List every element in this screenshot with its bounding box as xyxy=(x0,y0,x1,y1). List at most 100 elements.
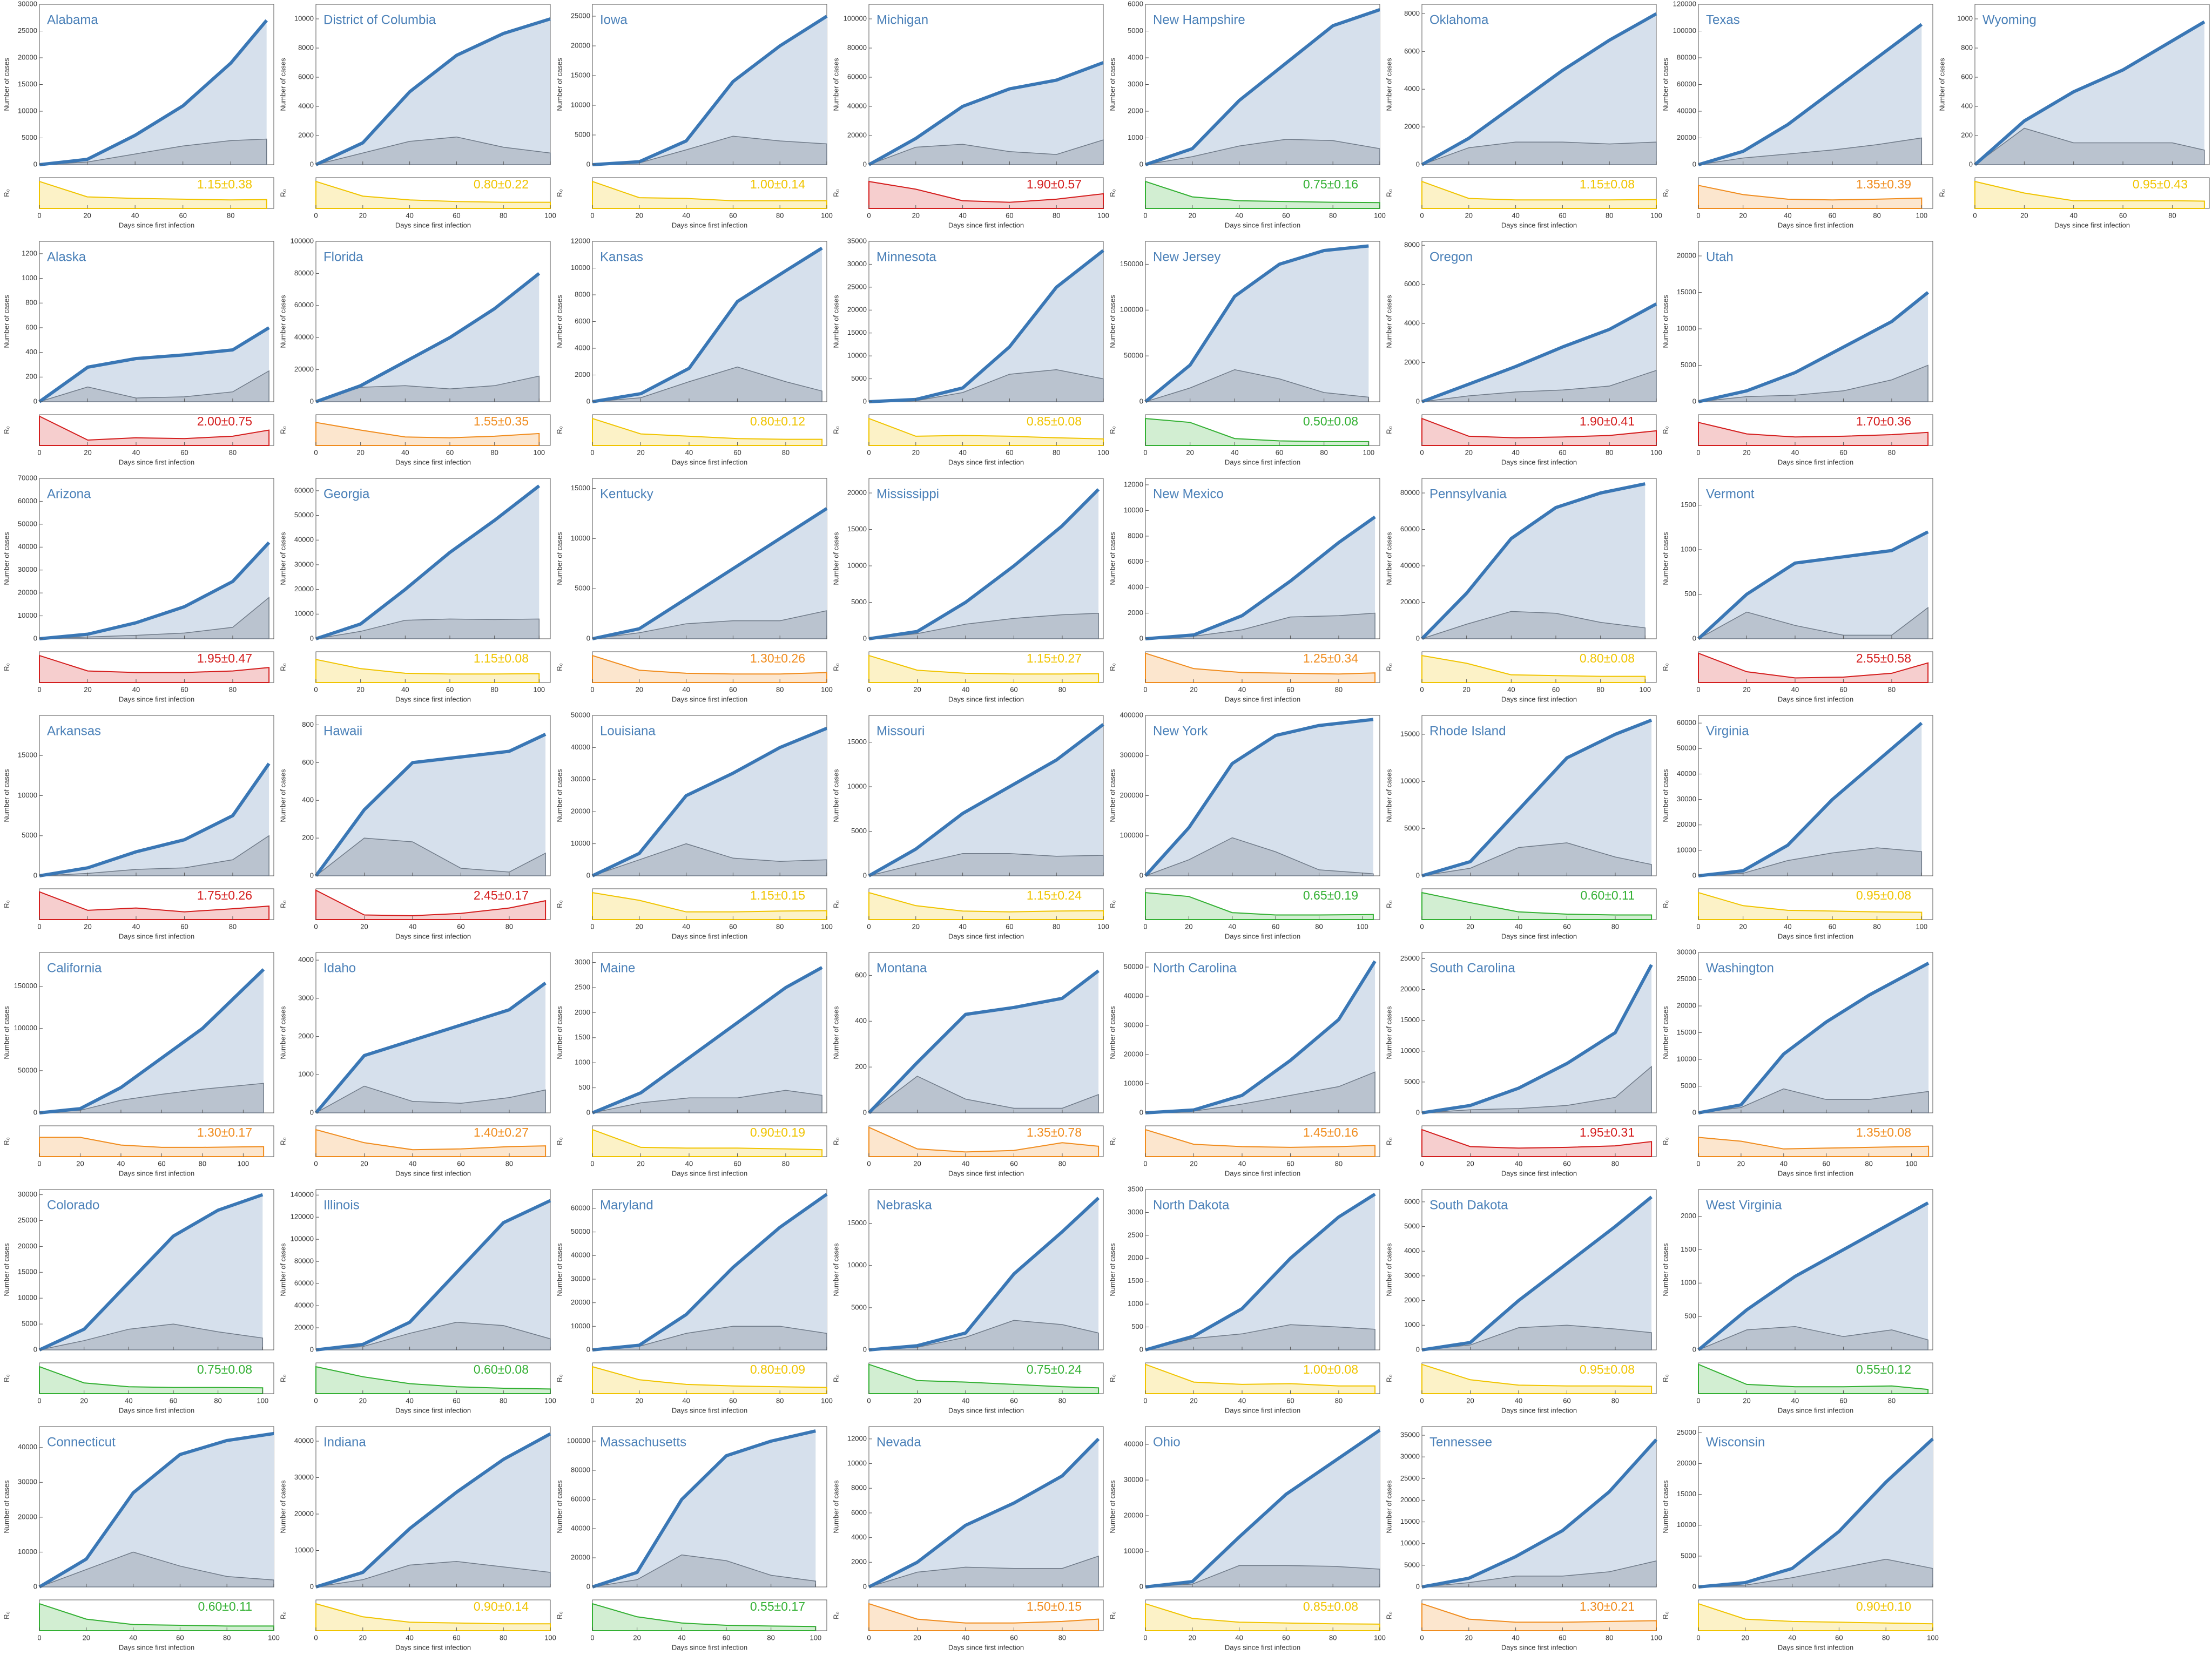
cases-line xyxy=(592,15,828,166)
r0-axis-label: R₀ xyxy=(555,1611,563,1619)
x-tick-label: 100 xyxy=(238,1159,249,1167)
y-tick-label: 30000 xyxy=(571,1274,590,1282)
x-tick-label: 60 xyxy=(453,1396,460,1404)
x-tick-label: 40 xyxy=(132,922,140,930)
cases-area xyxy=(39,1194,263,1350)
x-tick-label: 0 xyxy=(1696,922,1700,930)
r0-axis-label: R₀ xyxy=(555,663,563,671)
x-tick-label: 20 xyxy=(636,211,643,219)
x-tick-label: 0 xyxy=(1143,1396,1147,1404)
x-tick-label: 80 xyxy=(505,1159,513,1167)
y-tick-label: 50000 xyxy=(571,1227,590,1235)
y-tick-label: 2500 xyxy=(1128,1231,1143,1239)
chart-title: Alabama xyxy=(47,12,98,27)
y-axis-label: Number of cases xyxy=(279,295,287,348)
chart-title: Maryland xyxy=(600,1198,653,1212)
r0-label: 1.30±0.21 xyxy=(1580,1599,1635,1613)
y-tick-label: 1500 xyxy=(1681,501,1696,509)
x-axis-label: Days since first infection xyxy=(1225,695,1300,703)
cases-line xyxy=(1145,8,1380,166)
chart-title: Louisiana xyxy=(600,724,656,738)
daily-area xyxy=(315,1085,546,1113)
chart-title: South Carolina xyxy=(1429,961,1515,975)
x-tick-label: 80 xyxy=(1053,211,1060,219)
x-tick-label: 0 xyxy=(867,448,871,456)
r0-axis-label: R₀ xyxy=(1385,900,1393,908)
x-tick-label: 80 xyxy=(1058,685,1066,693)
chart-title: Ohio xyxy=(1153,1435,1181,1449)
x-tick-label: 20 xyxy=(1189,1633,1196,1641)
x-axis-label: Days since first infection xyxy=(119,458,194,466)
y-tick-label: 0 xyxy=(33,397,37,405)
y-axis-label: Number of cases xyxy=(1385,532,1393,585)
x-tick-label: 40 xyxy=(1512,1633,1519,1641)
y-tick-label: 20000 xyxy=(294,1509,314,1517)
x-tick-label: 40 xyxy=(1512,211,1519,219)
x-tick-label: 20 xyxy=(2020,211,2028,219)
chart-title: Virginia xyxy=(1706,724,1749,738)
y-tick-label: 600 xyxy=(25,323,37,331)
y-tick-label: 12000 xyxy=(1124,480,1143,488)
x-tick-label: 40 xyxy=(132,448,140,456)
x-tick-label: 60 xyxy=(180,685,188,693)
x-tick-label: 20 xyxy=(1465,448,1473,456)
y-tick-label: 50000 xyxy=(18,519,37,528)
y-tick-label: 0 xyxy=(33,1345,37,1353)
r0-axis-label: R₀ xyxy=(2,1137,10,1145)
x-tick-label: 20 xyxy=(359,1396,367,1404)
x-tick-label: 60 xyxy=(729,211,737,219)
x-tick-label: 20 xyxy=(1465,1633,1473,1641)
x-tick-label: 80 xyxy=(1335,685,1343,693)
daily-area xyxy=(592,610,827,639)
y-tick-label: 15000 xyxy=(18,1268,37,1276)
y-axis-label: Number of cases xyxy=(279,1243,287,1296)
x-tick-label: 100 xyxy=(1650,448,1662,456)
y-tick-label: 0 xyxy=(310,1582,314,1590)
r0-label: 0.80±0.22 xyxy=(474,177,529,191)
y-tick-label: 0 xyxy=(1692,1108,1696,1116)
cases-line xyxy=(868,1437,1100,1589)
cases-line xyxy=(39,19,268,166)
y-tick-label: 10000 xyxy=(571,839,590,847)
y-tick-label: 5000 xyxy=(1681,1082,1696,1090)
x-tick-label: 40 xyxy=(682,1396,690,1404)
x-axis-label: Days since first infection xyxy=(1225,932,1300,940)
r0-area xyxy=(1421,1363,1653,1394)
y-axis-label: Number of cases xyxy=(279,1480,287,1533)
x-tick-label: 80 xyxy=(199,1159,206,1167)
x-tick-label: 0 xyxy=(1420,1396,1424,1404)
x-tick-label: 80 xyxy=(1611,1159,1619,1167)
cases-line xyxy=(38,326,270,403)
y-tick-label: 0 xyxy=(310,871,314,879)
r0-label: 1.15±0.08 xyxy=(1580,177,1635,191)
y-tick-label: 10000 xyxy=(18,791,37,799)
y-tick-label: 0 xyxy=(863,160,867,168)
r0-label: 2.45±0.17 xyxy=(474,888,529,902)
y-tick-label: 10000 xyxy=(294,610,314,618)
r0-area xyxy=(39,891,270,920)
y-axis-label: Number of cases xyxy=(832,532,840,585)
y-tick-label: 10000 xyxy=(847,1459,867,1467)
y-tick-label: 80000 xyxy=(571,1465,590,1474)
r0-frame xyxy=(315,1599,551,1631)
cases-area xyxy=(39,969,264,1113)
x-tick-label: 100 xyxy=(1374,1633,1386,1641)
y-tick-label: 2000 xyxy=(1404,1296,1420,1304)
y-axis-label: Number of cases xyxy=(1385,1243,1393,1296)
cases-line xyxy=(39,968,265,1114)
y-tick-label: 5000 xyxy=(575,130,590,138)
y-axis-label: Number of cases xyxy=(1108,1006,1116,1059)
y-tick-label: 5000 xyxy=(1681,1551,1696,1559)
x-tick-label: 60 xyxy=(1839,448,1847,456)
x-tick-label: 0 xyxy=(867,1396,871,1404)
x-tick-label: 80 xyxy=(500,1633,507,1641)
x-tick-label: 60 xyxy=(1559,1633,1566,1641)
y-axis-label: Number of cases xyxy=(2,1480,10,1533)
x-axis-label: Days since first infection xyxy=(672,1406,747,1414)
x-tick-label: 60 xyxy=(1559,211,1566,219)
x-axis-label: Days since first infection xyxy=(672,458,747,466)
x-tick-label: 0 xyxy=(1143,448,1147,456)
x-tick-label: 40 xyxy=(406,1396,413,1404)
y-axis-label: Number of cases xyxy=(555,769,563,822)
x-tick-label: 40 xyxy=(409,1159,416,1167)
